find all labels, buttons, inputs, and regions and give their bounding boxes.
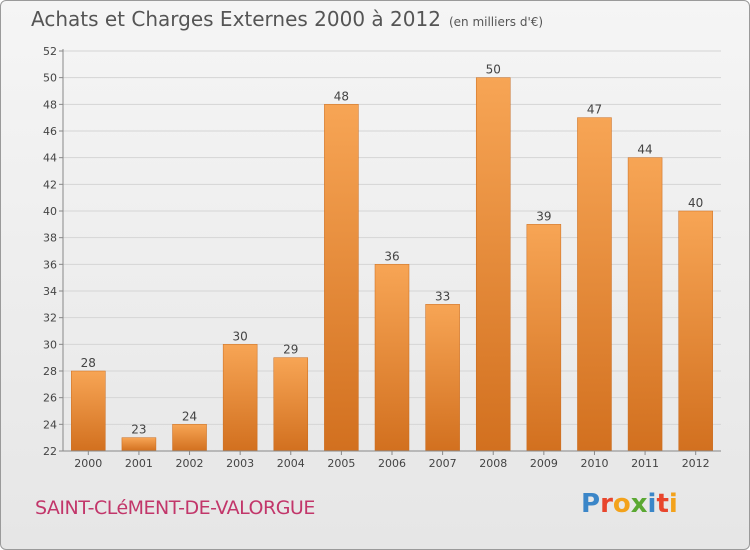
y-tick-label: 32 bbox=[43, 312, 57, 325]
logo-letter: x bbox=[630, 489, 648, 519]
y-tick-label: 44 bbox=[43, 152, 57, 165]
x-tick-label: 2007 bbox=[429, 457, 457, 470]
x-tick-label: 2005 bbox=[327, 457, 355, 470]
data-label-2002: 24 bbox=[182, 409, 197, 423]
y-tick-label: 26 bbox=[43, 392, 57, 405]
x-tick-label: 2009 bbox=[530, 457, 558, 470]
proxiti-logo: Proxiti bbox=[581, 489, 678, 519]
x-tick-label: 2003 bbox=[226, 457, 254, 470]
data-label-2012: 40 bbox=[688, 196, 703, 210]
logo-letter: t bbox=[656, 489, 669, 519]
y-tick-label: 52 bbox=[43, 45, 57, 58]
y-tick-label: 42 bbox=[43, 178, 57, 191]
commune-name: SAINT-CLéMENT-DE-VALORGUE bbox=[35, 497, 315, 519]
x-tick-label: 2006 bbox=[378, 457, 406, 470]
y-tick-label: 30 bbox=[43, 338, 57, 351]
x-tick-label: 2001 bbox=[125, 457, 153, 470]
chart-title: Achats et Charges Externes 2000 à 2012 (e… bbox=[31, 7, 543, 31]
bar-2008 bbox=[475, 77, 511, 452]
bar-2000 bbox=[71, 370, 106, 452]
logo-letter: r bbox=[600, 489, 613, 519]
x-tick-label: 2010 bbox=[580, 457, 608, 470]
x-tick-label: 2008 bbox=[479, 457, 507, 470]
data-label-2003: 30 bbox=[233, 329, 248, 343]
data-label-2007: 33 bbox=[435, 289, 450, 303]
bar-2004 bbox=[273, 357, 309, 452]
y-tick-label: 36 bbox=[43, 258, 57, 271]
x-tick-label: 2002 bbox=[176, 457, 204, 470]
data-label-2008: 50 bbox=[486, 63, 501, 77]
y-tick-label: 24 bbox=[43, 418, 57, 431]
bar-2005 bbox=[324, 104, 359, 452]
y-tick-label: 50 bbox=[43, 72, 57, 85]
y-tick-label: 40 bbox=[43, 205, 57, 218]
bar-2007 bbox=[425, 304, 460, 452]
y-tick-label: 38 bbox=[43, 232, 57, 245]
chart-unit: (en milliers d'€) bbox=[448, 15, 544, 29]
logo-letter: i bbox=[668, 489, 678, 519]
bar-2010 bbox=[577, 117, 612, 452]
data-label-2005: 48 bbox=[334, 89, 349, 103]
bar-2006 bbox=[374, 264, 410, 452]
bar-2012 bbox=[678, 210, 713, 452]
data-label-2004: 29 bbox=[283, 343, 298, 357]
logo-letter: o bbox=[612, 489, 631, 519]
y-tick-label: 48 bbox=[43, 98, 57, 111]
bar-2009 bbox=[526, 224, 562, 452]
logo-letter: P bbox=[581, 489, 601, 519]
data-label-2001: 23 bbox=[131, 423, 146, 437]
chart-title-text: Achats et Charges Externes 2000 à 2012 bbox=[31, 7, 441, 31]
data-label-2009: 39 bbox=[536, 209, 551, 223]
x-tick-label: 2000 bbox=[74, 457, 102, 470]
data-label-2010: 47 bbox=[587, 103, 602, 117]
x-tick-label: 2012 bbox=[682, 457, 710, 470]
y-tick-label: 46 bbox=[43, 125, 57, 138]
bar-2002 bbox=[172, 424, 207, 452]
data-label-2000: 28 bbox=[81, 356, 96, 370]
y-tick-label: 34 bbox=[43, 285, 57, 298]
bar-2001 bbox=[121, 437, 157, 452]
x-tick-label: 2011 bbox=[631, 457, 659, 470]
data-label-2011: 44 bbox=[637, 143, 652, 157]
y-tick-label: 28 bbox=[43, 365, 57, 378]
x-tick-label: 2004 bbox=[277, 457, 305, 470]
bar-2003 bbox=[222, 344, 258, 452]
bar-2011 bbox=[627, 157, 663, 452]
y-tick-label: 22 bbox=[43, 445, 57, 458]
data-label-2006: 36 bbox=[384, 249, 399, 263]
logo-letter: i bbox=[647, 489, 657, 519]
